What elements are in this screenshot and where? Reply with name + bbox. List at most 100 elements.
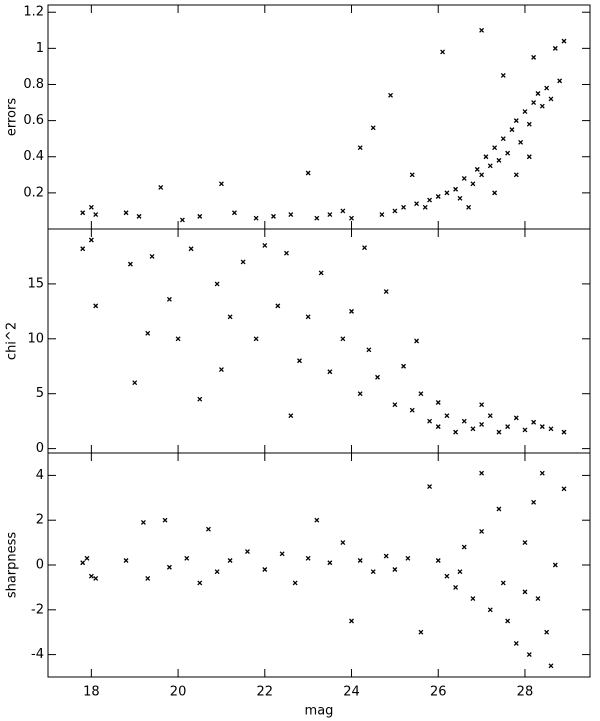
y-axis-label: sharpness [5,532,20,599]
point [340,540,346,546]
point [244,549,250,555]
point [136,213,142,219]
point [271,213,276,219]
x-tick-label: 28 [517,685,534,700]
point [305,555,311,561]
point [340,208,346,214]
point [539,103,545,109]
y-axis-label: chi^2 [5,322,20,360]
point [362,245,367,251]
point [318,270,324,276]
point [375,374,380,380]
point [470,596,476,602]
point [279,551,285,557]
point [140,519,146,525]
point [440,49,446,55]
point [500,580,506,586]
point [149,253,155,259]
point [340,336,346,342]
y-tick-label: 5 [36,386,44,401]
point [513,415,519,421]
point [253,336,259,342]
point [500,72,506,78]
point [427,197,433,203]
point [231,210,237,216]
point [479,172,485,178]
point [470,181,476,187]
point [392,402,398,408]
point [435,558,441,563]
point [513,118,519,124]
x-tick-label: 24 [343,685,360,700]
point [522,540,528,546]
point [305,170,311,176]
point [93,212,99,218]
point [349,308,354,314]
point [492,145,498,151]
point [370,569,376,575]
point [292,580,298,586]
point [531,499,537,505]
point [240,259,246,265]
point [483,154,489,160]
y-tick-label: -2 [31,602,44,617]
point [479,470,485,476]
point [453,584,459,590]
y-tick-label: 1 [36,41,44,56]
y-tick-label: 0.2 [23,185,44,200]
point [388,92,394,98]
point [526,121,532,127]
point [479,421,485,427]
point [496,506,502,512]
point [505,150,511,156]
point [93,303,99,309]
point [123,210,129,216]
point [474,166,480,172]
y-tick-label: 4 [36,468,44,483]
y-tick-label: 15 [27,276,44,291]
point [162,517,168,523]
point [392,567,398,572]
y-tick-label: 1.2 [23,5,44,20]
point [496,157,502,163]
point [327,369,333,375]
point [349,618,354,624]
point [262,567,268,572]
point [539,424,545,430]
point [205,526,211,532]
point [405,555,411,561]
point [457,569,463,575]
point [80,246,86,252]
point [218,367,224,373]
x-tick-label: 18 [83,685,100,700]
point [466,204,472,210]
point [487,413,493,419]
point [522,109,528,115]
point [531,100,537,106]
point [197,396,203,402]
point [401,363,407,369]
point [505,618,511,624]
point [496,429,502,435]
point [357,391,363,397]
point [453,429,459,435]
point [552,562,558,568]
point [158,184,164,190]
point [479,528,485,534]
point [513,640,519,646]
point [253,215,259,221]
y-tick-label: 0.4 [23,149,44,164]
point [227,314,233,320]
y-axis-label: errors [5,98,20,136]
point [548,663,554,669]
point [561,429,567,435]
point [427,484,433,490]
point [284,250,289,256]
point [145,330,151,336]
point [557,78,563,84]
point [297,358,302,364]
point [88,204,94,210]
point [422,204,428,210]
point [509,127,515,133]
point [383,553,389,559]
